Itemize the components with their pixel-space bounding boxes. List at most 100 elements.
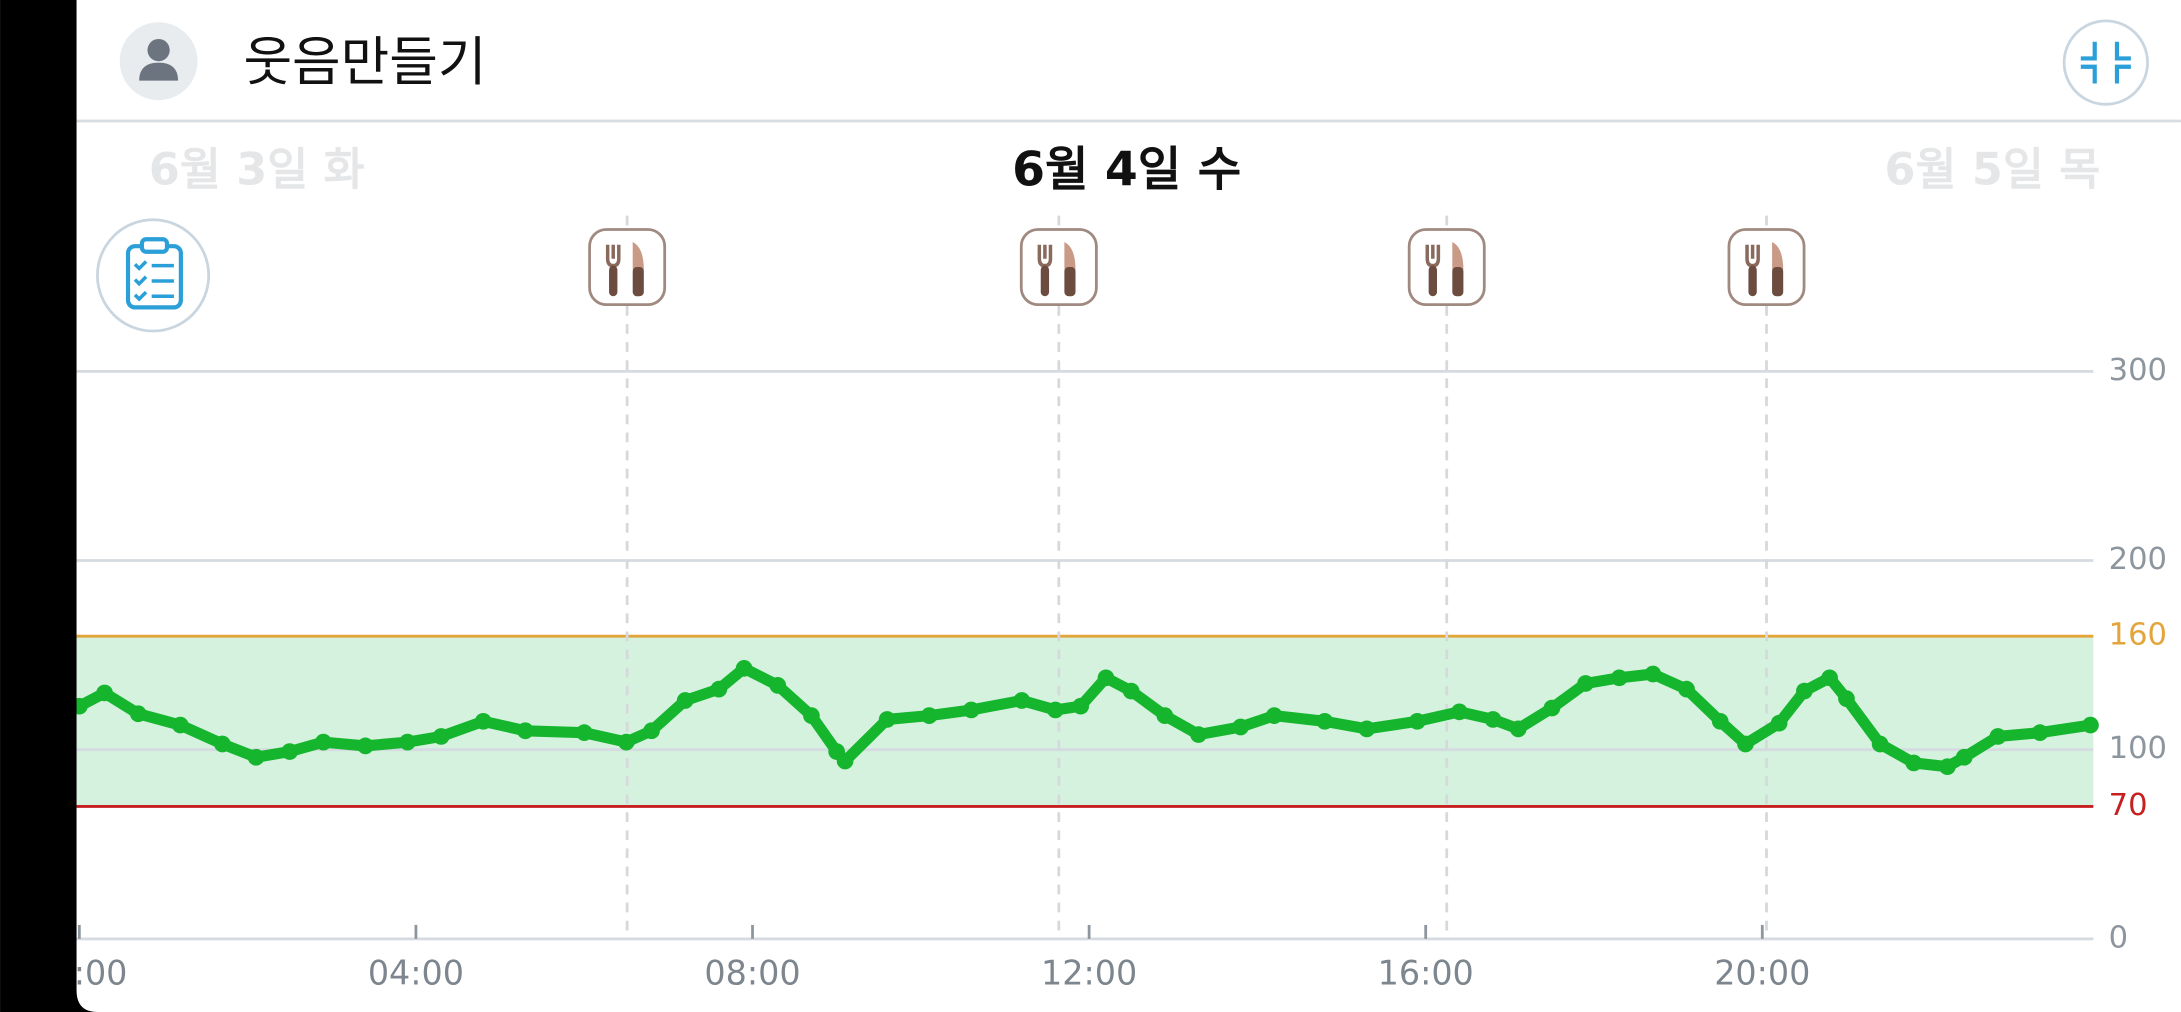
x-tick-label: 16:00 — [1378, 954, 1474, 993]
current-date: 6월 4일 수 — [1012, 142, 1241, 197]
glucose-point — [1097, 669, 1115, 687]
glucose-point — [769, 677, 787, 694]
glucose-point — [1577, 675, 1594, 692]
fork-handle — [609, 265, 618, 297]
fork-handle — [1748, 265, 1757, 297]
y-tick-label: 300 — [2109, 353, 2167, 388]
fork-handle — [1040, 265, 1050, 297]
glucose-point — [836, 752, 854, 770]
glucose-point — [1265, 707, 1283, 724]
glucose-point — [1047, 701, 1064, 719]
fork-handle — [1428, 265, 1438, 297]
log-button[interactable] — [96, 218, 211, 333]
knife — [1772, 242, 1784, 270]
glucose-point — [432, 728, 450, 745]
glucose-point — [1821, 669, 1838, 687]
glucose-point — [1072, 697, 1090, 715]
glucose-point — [1156, 707, 1174, 724]
fork — [605, 244, 621, 268]
glucose-point — [129, 705, 147, 723]
glucose-point — [1408, 712, 1426, 730]
meal-icon[interactable] — [1407, 228, 1486, 306]
x-tick-label: 08:00 — [704, 954, 800, 993]
y-tick-label: 0 — [2109, 920, 2128, 955]
knife-handle — [1452, 267, 1464, 297]
target-label: 160 — [2109, 618, 2167, 653]
fork — [1745, 244, 1760, 268]
glucose-point — [676, 692, 694, 709]
glucose-point — [214, 735, 231, 753]
x-tick-label: 12:00 — [1041, 954, 1137, 993]
glucose-point — [357, 737, 374, 755]
knife — [1452, 242, 1464, 270]
glucose-point — [1678, 680, 1695, 698]
glucose-point — [1484, 711, 1502, 728]
glucose-point — [1013, 692, 1031, 709]
meal-icon-frame — [1019, 228, 1098, 306]
glucose-point — [1509, 720, 1527, 738]
target-band — [76, 636, 2094, 807]
glucose-point — [617, 733, 635, 751]
x-tick-label: 04:00 — [368, 954, 464, 993]
glucose-point — [1451, 703, 1468, 721]
glucose-point — [710, 680, 728, 698]
glucose-point — [399, 733, 416, 751]
collapse-button[interactable] — [2062, 19, 2149, 106]
meal-icon[interactable] — [588, 228, 667, 306]
glucose-point — [1838, 690, 1855, 707]
knife — [1064, 242, 1076, 270]
knife-handle — [1064, 267, 1076, 297]
fork — [1425, 244, 1441, 268]
knife-handle — [1772, 267, 1784, 297]
glucose-point — [735, 659, 753, 677]
glucose-point — [2031, 724, 2049, 742]
y-tick-label: 200 — [2109, 542, 2167, 577]
next-date[interactable]: 6월 5일 목 — [1885, 144, 2101, 195]
glucose-point — [1989, 728, 2007, 745]
glucose-point — [1190, 726, 1207, 743]
glucose-point — [962, 701, 980, 719]
glucose-point — [1358, 720, 1376, 738]
glucose-point — [474, 712, 492, 730]
knife-handle — [632, 267, 644, 297]
avatar[interactable] — [119, 22, 198, 101]
glucose-point — [315, 733, 332, 751]
glucose-point — [171, 716, 189, 734]
glucose-point — [1737, 735, 1754, 753]
glucose-point — [1871, 735, 1889, 753]
glucose-point — [1122, 682, 1140, 700]
glucose-point — [643, 722, 660, 740]
glucose-point — [2082, 716, 2099, 734]
left-edge — [0, 0, 98, 1012]
knife — [632, 242, 644, 270]
glucose-point — [920, 707, 938, 724]
glucose-point — [1711, 712, 1729, 730]
glucose-point — [96, 684, 113, 702]
user-name: 웃음만들기 — [243, 32, 486, 93]
glucose-point — [1644, 665, 1662, 683]
meal-icon-frame — [1407, 228, 1486, 306]
glucose-point — [1543, 699, 1561, 717]
glucose-point — [1232, 718, 1249, 736]
glucose-point — [1955, 748, 1973, 766]
glucose-point — [1939, 758, 1956, 776]
meal-icon[interactable] — [1019, 228, 1098, 306]
meal-icon-frame — [588, 228, 667, 306]
x-tick-label: 20:00 — [1714, 954, 1810, 993]
glucose-point — [1610, 669, 1628, 687]
prev-date[interactable]: 6월 3일 화 — [149, 144, 365, 195]
meal-icon[interactable] — [1727, 228, 1806, 306]
glucose-point — [247, 748, 265, 766]
glucose-point — [1796, 682, 1813, 700]
glucose-point — [878, 711, 896, 728]
glucose-point — [516, 722, 534, 740]
y-tick-label: 100 — [2109, 731, 2167, 766]
fork — [1037, 244, 1053, 268]
glucose-point — [1316, 712, 1334, 730]
meal-icon-frame — [1727, 228, 1806, 306]
glucose-point — [575, 724, 593, 742]
